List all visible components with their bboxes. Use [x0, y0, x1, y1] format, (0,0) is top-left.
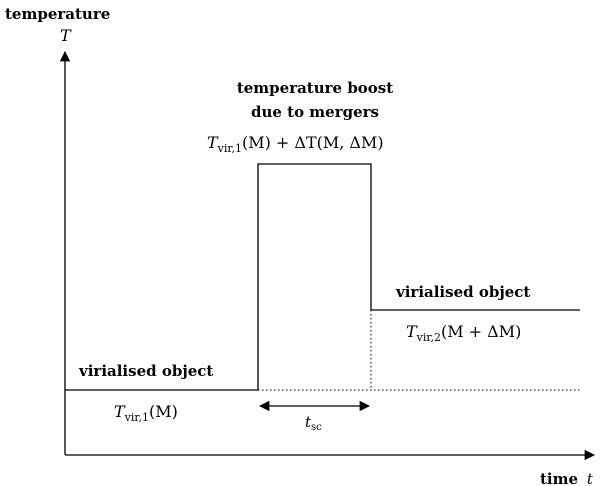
left-object-title: virialised object [78, 362, 213, 380]
boost-title-line1: temperature boost [237, 79, 393, 97]
boost-formula: Tvir,1(M) + ΔT(M, ΔM) [207, 133, 384, 155]
right-formula-T: T [406, 322, 418, 341]
boost-formula-rest: (M) + ΔT(M, ΔM) [242, 133, 384, 152]
boost-formula-sub: vir,1 [217, 142, 242, 155]
temperature-curve [65, 163, 580, 391]
interval-label: tsc [305, 413, 322, 433]
right-formula-rest: (M + ΔM) [441, 322, 521, 341]
interval-subscript: sc [311, 422, 322, 433]
boost-title-line2: due to mergers [251, 103, 379, 121]
right-object-formula: Tvir,2(M + ΔM) [406, 322, 521, 344]
x-axis-label-symbol: t [587, 470, 594, 486]
y-axis-label-symbol: T [60, 26, 72, 45]
x-axis-label: time t [540, 470, 594, 486]
right-object-title: virialised object [395, 283, 530, 301]
left-formula-T: T [114, 402, 126, 421]
left-formula-sub: vir,1 [124, 411, 149, 424]
left-object-formula: Tvir,1(M) [114, 402, 178, 424]
right-formula-sub: vir,2 [416, 331, 441, 344]
left-formula-rest: (M) [149, 402, 178, 421]
boost-formula-T: T [207, 133, 219, 152]
x-axis-label-word: time [540, 470, 578, 486]
interval-symbol: t [305, 413, 312, 431]
y-axis-label-word: temperature [5, 5, 110, 23]
